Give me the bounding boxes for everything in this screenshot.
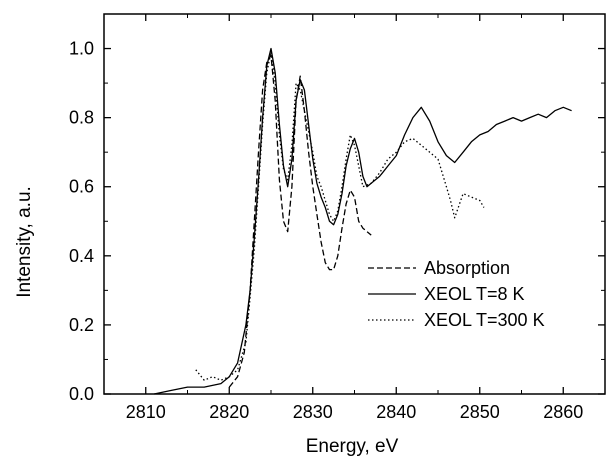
x-tick-label: 2850 xyxy=(460,402,500,422)
legend: Absorption XEOL T=8 K XEOL T=300 K xyxy=(368,258,545,330)
series-layer xyxy=(153,47,572,395)
x-axis-ticks: 2810 2820 2830 2840 2850 2860 xyxy=(103,14,606,422)
x-axis-label: Energy, eV xyxy=(306,436,399,457)
legend-label-1: XEOL T=8 K xyxy=(424,284,525,304)
x-tick-label: 2860 xyxy=(543,402,583,422)
plot-area-border xyxy=(103,13,606,395)
x-tick-label: 2820 xyxy=(209,402,249,422)
x-tick-label: 2830 xyxy=(293,402,333,422)
x-tick-label: 2810 xyxy=(126,402,166,422)
plot-frame xyxy=(103,13,606,395)
legend-label-2: XEOL T=300 K xyxy=(424,310,545,330)
y-tick-label: 0.4 xyxy=(69,246,94,266)
y-tick-label: 0.6 xyxy=(69,177,94,197)
y-tick-label: 0.8 xyxy=(69,108,94,128)
y-tick-label: 0.0 xyxy=(69,384,94,404)
x-tick-label: 2840 xyxy=(376,402,416,422)
legend-label-0: Absorption xyxy=(424,258,510,278)
series-line-0 xyxy=(228,54,372,388)
y-tick-label: 1.0 xyxy=(69,39,94,59)
y-axis-ticks: 0.0 0.2 0.4 0.6 0.8 1.0 xyxy=(69,13,605,404)
series-line-2 xyxy=(195,51,485,381)
series-line-1 xyxy=(153,47,572,395)
y-axis-label: Intensity, a.u. xyxy=(14,186,35,298)
y-tick-label: 0.2 xyxy=(69,315,94,335)
